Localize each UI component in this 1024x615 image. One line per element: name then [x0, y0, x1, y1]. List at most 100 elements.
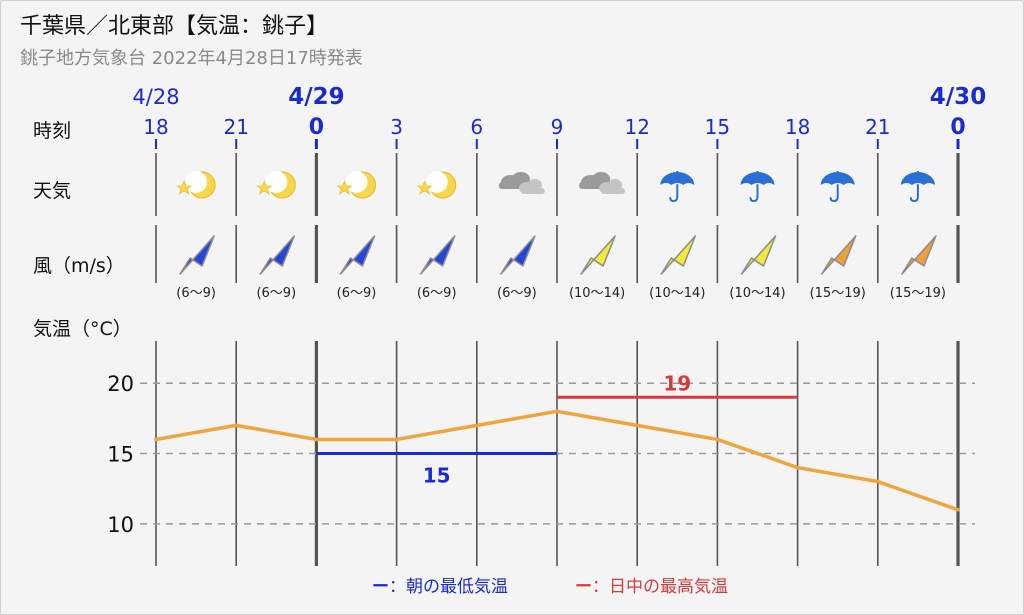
star-shape — [176, 180, 193, 195]
wind-arrow-icon — [740, 235, 777, 275]
legend-entry: ー：日中の最高気温 — [575, 577, 728, 597]
wind-arrow-shape — [259, 235, 296, 275]
umbrella-icon — [820, 171, 855, 203]
hour-label: 18 — [785, 115, 810, 139]
temperature-point — [876, 479, 880, 484]
umbrella-icon — [900, 171, 935, 203]
temperature-point — [154, 437, 158, 442]
wind-arrow-shape — [500, 235, 536, 275]
umbrella-icon — [740, 171, 775, 203]
hour-label: 9 — [551, 115, 564, 139]
time-row-label: 時刻 — [33, 120, 72, 142]
umbrella-icon — [660, 171, 695, 203]
wind-arrow-icon — [500, 235, 536, 275]
wind-range-label: (10〜14) — [649, 286, 705, 301]
hour-label: 21 — [223, 115, 248, 139]
wind-range-label: (6〜9) — [176, 286, 216, 301]
date-label: 4/28 — [132, 85, 179, 109]
wind-arrow-shape — [179, 235, 215, 275]
wind-arrow-icon — [660, 235, 697, 275]
legend-text: ：朝の最低気温 — [389, 577, 508, 597]
cloud-part — [520, 188, 545, 194]
hour-label: 0 — [950, 115, 965, 140]
wind-arrow-shape — [740, 235, 777, 275]
umbrella-canopy — [820, 172, 855, 185]
weather-row-label: 天気 — [33, 180, 72, 202]
wind-arrow-icon — [339, 235, 376, 275]
temperature-point — [555, 409, 559, 414]
star-shape — [256, 180, 273, 195]
legend-text: ：日中の最高気温 — [592, 577, 728, 597]
temperature-point — [234, 423, 238, 428]
temperature-point — [475, 423, 479, 428]
temperature-point — [715, 437, 720, 442]
moon-star-icon — [336, 171, 376, 199]
page-subtitle: 銚子地方気象台 2022年4月28日17時発表 — [20, 48, 363, 69]
y-tick-label: 20 — [107, 372, 134, 396]
wind-arrow-icon — [901, 235, 937, 275]
hour-label: 15 — [705, 115, 730, 139]
umbrella-handle — [909, 184, 919, 203]
wind-arrow-shape — [820, 235, 857, 275]
hour-label: 18 — [143, 115, 168, 139]
moon-star-icon — [256, 171, 296, 199]
umbrella-handle — [669, 184, 679, 203]
moon-cutout — [185, 171, 208, 193]
temperature-point — [314, 437, 319, 442]
wind-arrow-icon — [179, 235, 215, 275]
moon-cutout — [425, 171, 448, 193]
wind-arrow-icon — [580, 235, 616, 275]
legend-marker: ー — [575, 577, 592, 597]
wind-arrow-icon — [419, 235, 456, 275]
wind-range-label: (10〜14) — [569, 286, 625, 301]
temp-row-label: 気温（°C） — [33, 318, 132, 340]
hour-label: 21 — [865, 115, 890, 139]
max-temp-label: 19 — [663, 371, 691, 395]
wind-range-label: (6〜9) — [256, 286, 296, 301]
moon-star-icon — [416, 171, 457, 199]
wind-row-label: 風（m/s） — [33, 255, 125, 277]
wind-arrow-shape — [419, 235, 456, 275]
page-title: 千葉県／北東部【気温：銚子】 — [20, 14, 329, 39]
hour-label: 0 — [309, 115, 324, 140]
wind-arrow-shape — [660, 235, 697, 275]
min-temp-label: 15 — [423, 464, 451, 488]
wind-range-label: (6〜9) — [497, 286, 537, 301]
moon-cutout — [345, 171, 368, 193]
hour-label: 6 — [470, 115, 483, 139]
wind-arrow-icon — [820, 235, 857, 275]
moon-cutout — [265, 171, 288, 193]
wind-range-label: (6〜9) — [417, 286, 457, 301]
umbrella-canopy — [660, 172, 695, 185]
star-shape — [336, 180, 353, 195]
umbrella-handle — [829, 184, 839, 203]
star-shape — [416, 180, 433, 195]
y-tick-label: 10 — [107, 513, 134, 537]
wind-arrow-shape — [901, 235, 937, 275]
cloud-icon — [498, 172, 545, 194]
legend-marker: ー — [372, 577, 389, 597]
wind-arrow-shape — [339, 235, 376, 275]
wind-range-label: (6〜9) — [337, 286, 377, 301]
date-label: 4/30 — [930, 84, 986, 110]
wind-range-label: (15〜19) — [890, 286, 946, 301]
cloud-icon — [579, 172, 626, 194]
wind-arrow-icon — [259, 235, 296, 275]
cloud-part — [601, 188, 626, 194]
wind-range-label: (15〜19) — [810, 286, 866, 301]
umbrella-canopy — [900, 172, 935, 185]
temperature-point — [956, 507, 960, 512]
temperature-point — [394, 437, 399, 442]
wind-range-label: (10〜14) — [729, 286, 785, 301]
umbrella-handle — [749, 184, 759, 203]
y-tick-label: 15 — [107, 443, 134, 467]
umbrella-canopy — [740, 172, 775, 185]
date-label: 4/29 — [288, 84, 344, 110]
wind-arrow-shape — [580, 235, 616, 275]
legend-entry: ー：朝の最低気温 — [372, 577, 508, 597]
temperature-point — [795, 465, 800, 470]
moon-star-icon — [176, 171, 216, 199]
hour-label: 12 — [624, 115, 649, 139]
temperature-point — [635, 423, 639, 428]
